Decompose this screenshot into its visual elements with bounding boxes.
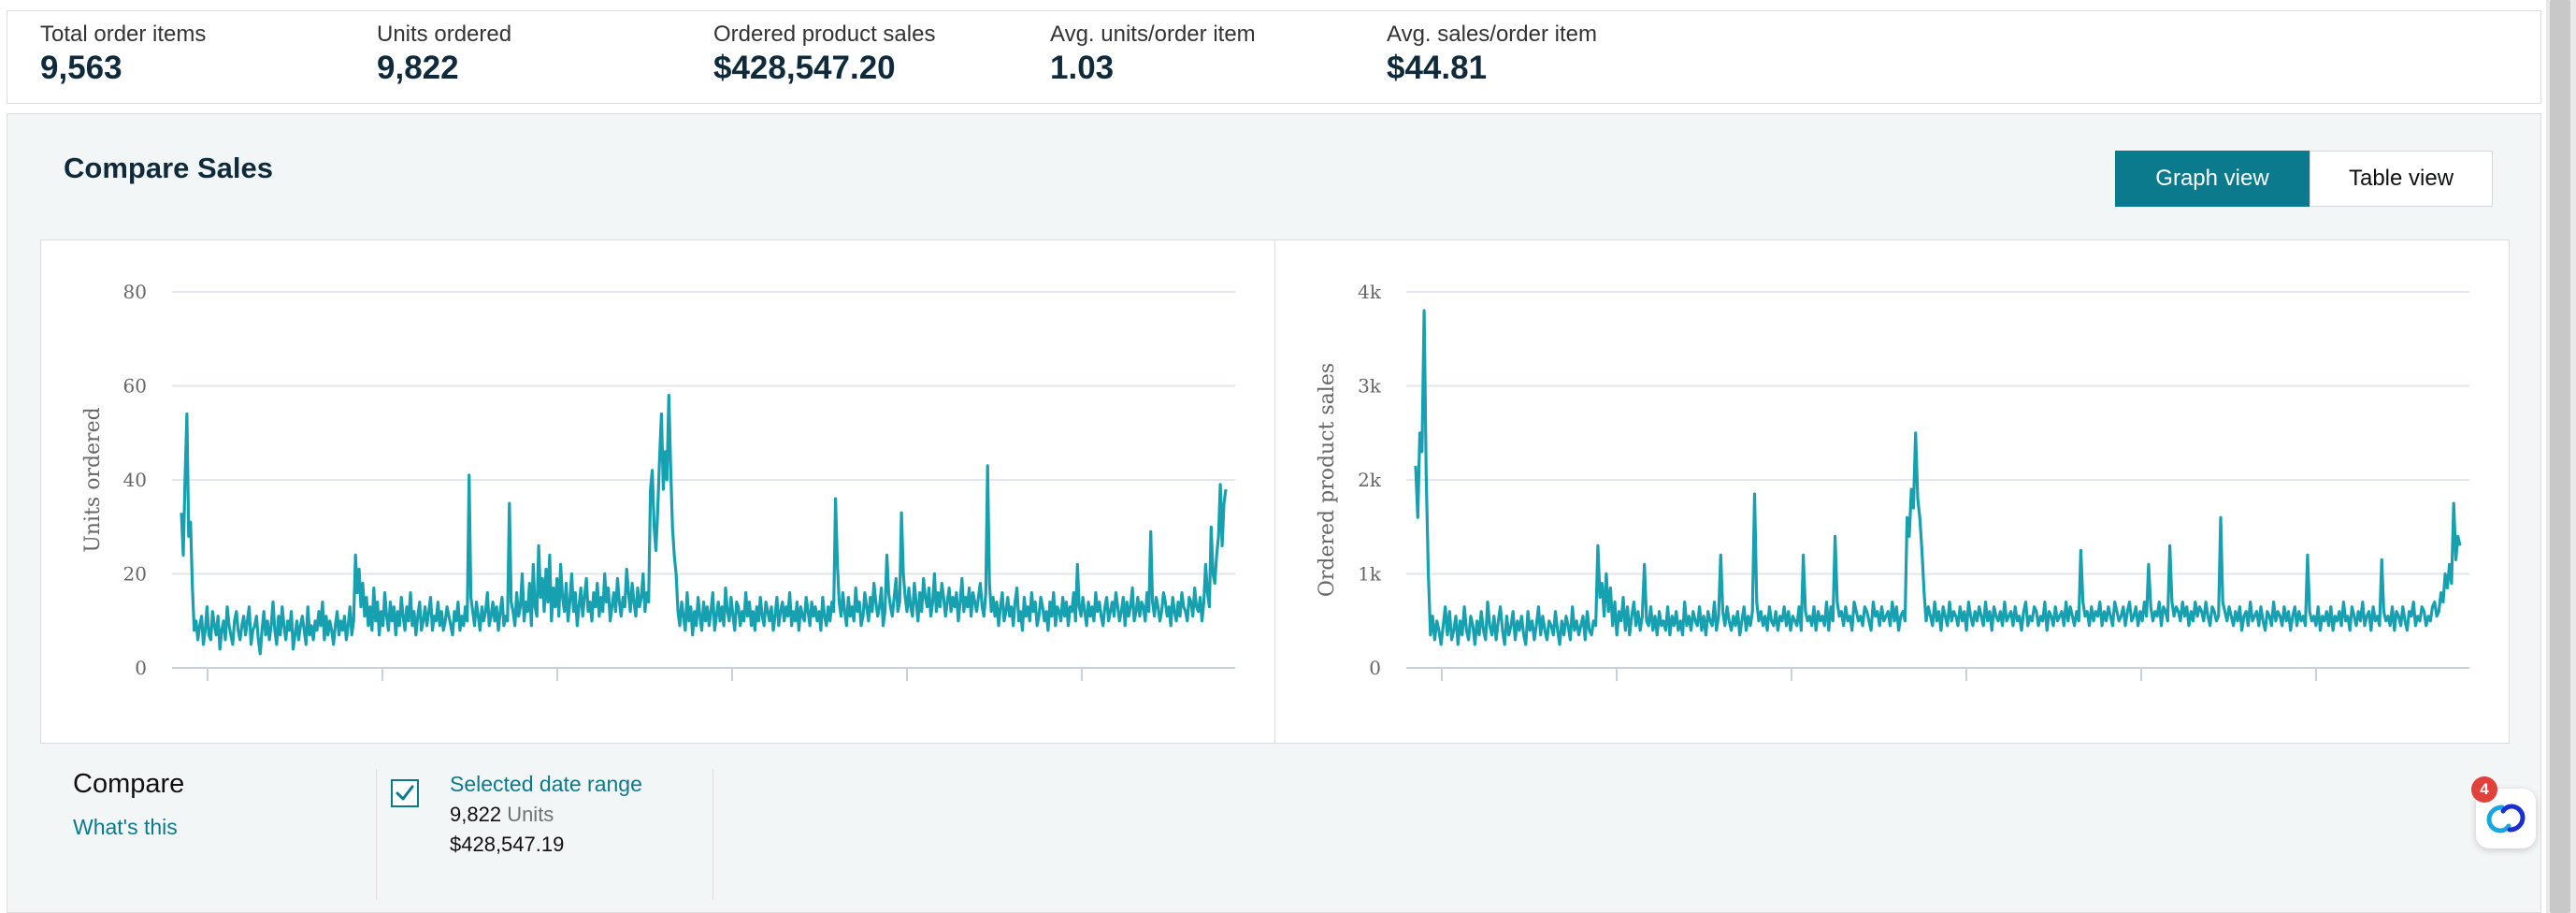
compare-title: Compare [73,769,185,799]
checkmark-icon [396,785,414,801]
series-line [180,394,1228,656]
y-tick-label: 0 [135,657,147,679]
ordered-product-sales-chart: 0 1k 2k 3k 4k Ordered product sales [1316,281,2469,681]
y-axis-label: Ordered product sales [1316,363,1339,597]
y-tick-label: 40 [123,469,147,491]
compare-sales-panel: Compare Sales Graph view Table view 0 20 4… [7,113,2541,913]
section-title: Compare Sales [64,152,273,184]
scrollbar-thumb[interactable] [2550,0,2570,913]
metric-value: $428,547.20 [713,50,896,86]
metric-units-ordered: Units ordered 9,822 [377,22,511,87]
units-summary: 9,822 Units [450,803,824,827]
y-tick-label: 20 [123,563,147,586]
selected-date-range-label[interactable]: Selected date range [450,772,642,796]
metrics-bar: Total order items 9,563 Units ordered 9,… [7,10,2541,104]
y-tick-label: 0 [1369,657,1381,679]
units-ordered-chart: 0 20 40 60 80 Units ordered [81,281,1235,681]
chart-divider [1274,240,1275,743]
y-tick-label: 1k [1358,563,1382,586]
metric-label: Units ordered [377,22,512,47]
units-label: Units [507,803,554,826]
metric-label: Total order items [40,22,207,47]
metric-value: $44.81 [1387,50,1488,86]
metric-value: 9,822 [377,50,459,86]
whats-this-link[interactable]: What's this [73,815,178,839]
y-tick-label: 60 [123,375,147,398]
y-tick-label: 4k [1358,281,1382,303]
chat-link-icon [2486,804,2526,833]
selected-date-range-text: Selected date range 9,822 Units $428,547… [450,772,824,857]
metric-value: 9,563 [40,50,122,86]
y-axis-label: Units ordered [81,407,105,552]
page-scrollbar[interactable] [2546,0,2576,913]
view-toggle: Graph view Table view [2115,151,2493,207]
metric-avg-sales-per-order-item: Avg. sales/order item $44.81 [1387,22,1597,87]
metric-label: Avg. units/order item [1050,22,1256,47]
notification-badge: 4 [2471,776,2497,803]
y-tick-label: 3k [1358,375,1382,398]
metric-label: Ordered product sales [713,22,936,47]
y-tick-label: 80 [123,281,147,303]
metric-value: 1.03 [1050,50,1115,86]
compare-section: Compare What's this [73,769,184,840]
charts-container: 0 20 40 60 80 Units ordered 0 1k 2k 3k 4k Ordered … [40,239,2510,744]
sales-summary: $428,547.19 [450,833,565,856]
metric-total-order-items: Total order items 9,563 [40,22,206,87]
y-tick-label: 2k [1358,469,1382,491]
selected-date-range-checkbox[interactable] [391,779,419,807]
compare-divider-left [376,769,377,900]
table-view-button[interactable]: Table view [2310,151,2493,207]
metric-ordered-product-sales: Ordered product sales $428,547.20 [713,22,935,87]
graph-view-button[interactable]: Graph view [2115,151,2310,207]
series-line [1414,309,2462,646]
metric-avg-units-per-order-item: Avg. units/order item 1.03 [1050,22,1256,87]
metric-label: Avg. sales/order item [1387,22,1597,47]
units-value: 9,822 [450,803,502,826]
compare-divider-right [712,769,713,900]
